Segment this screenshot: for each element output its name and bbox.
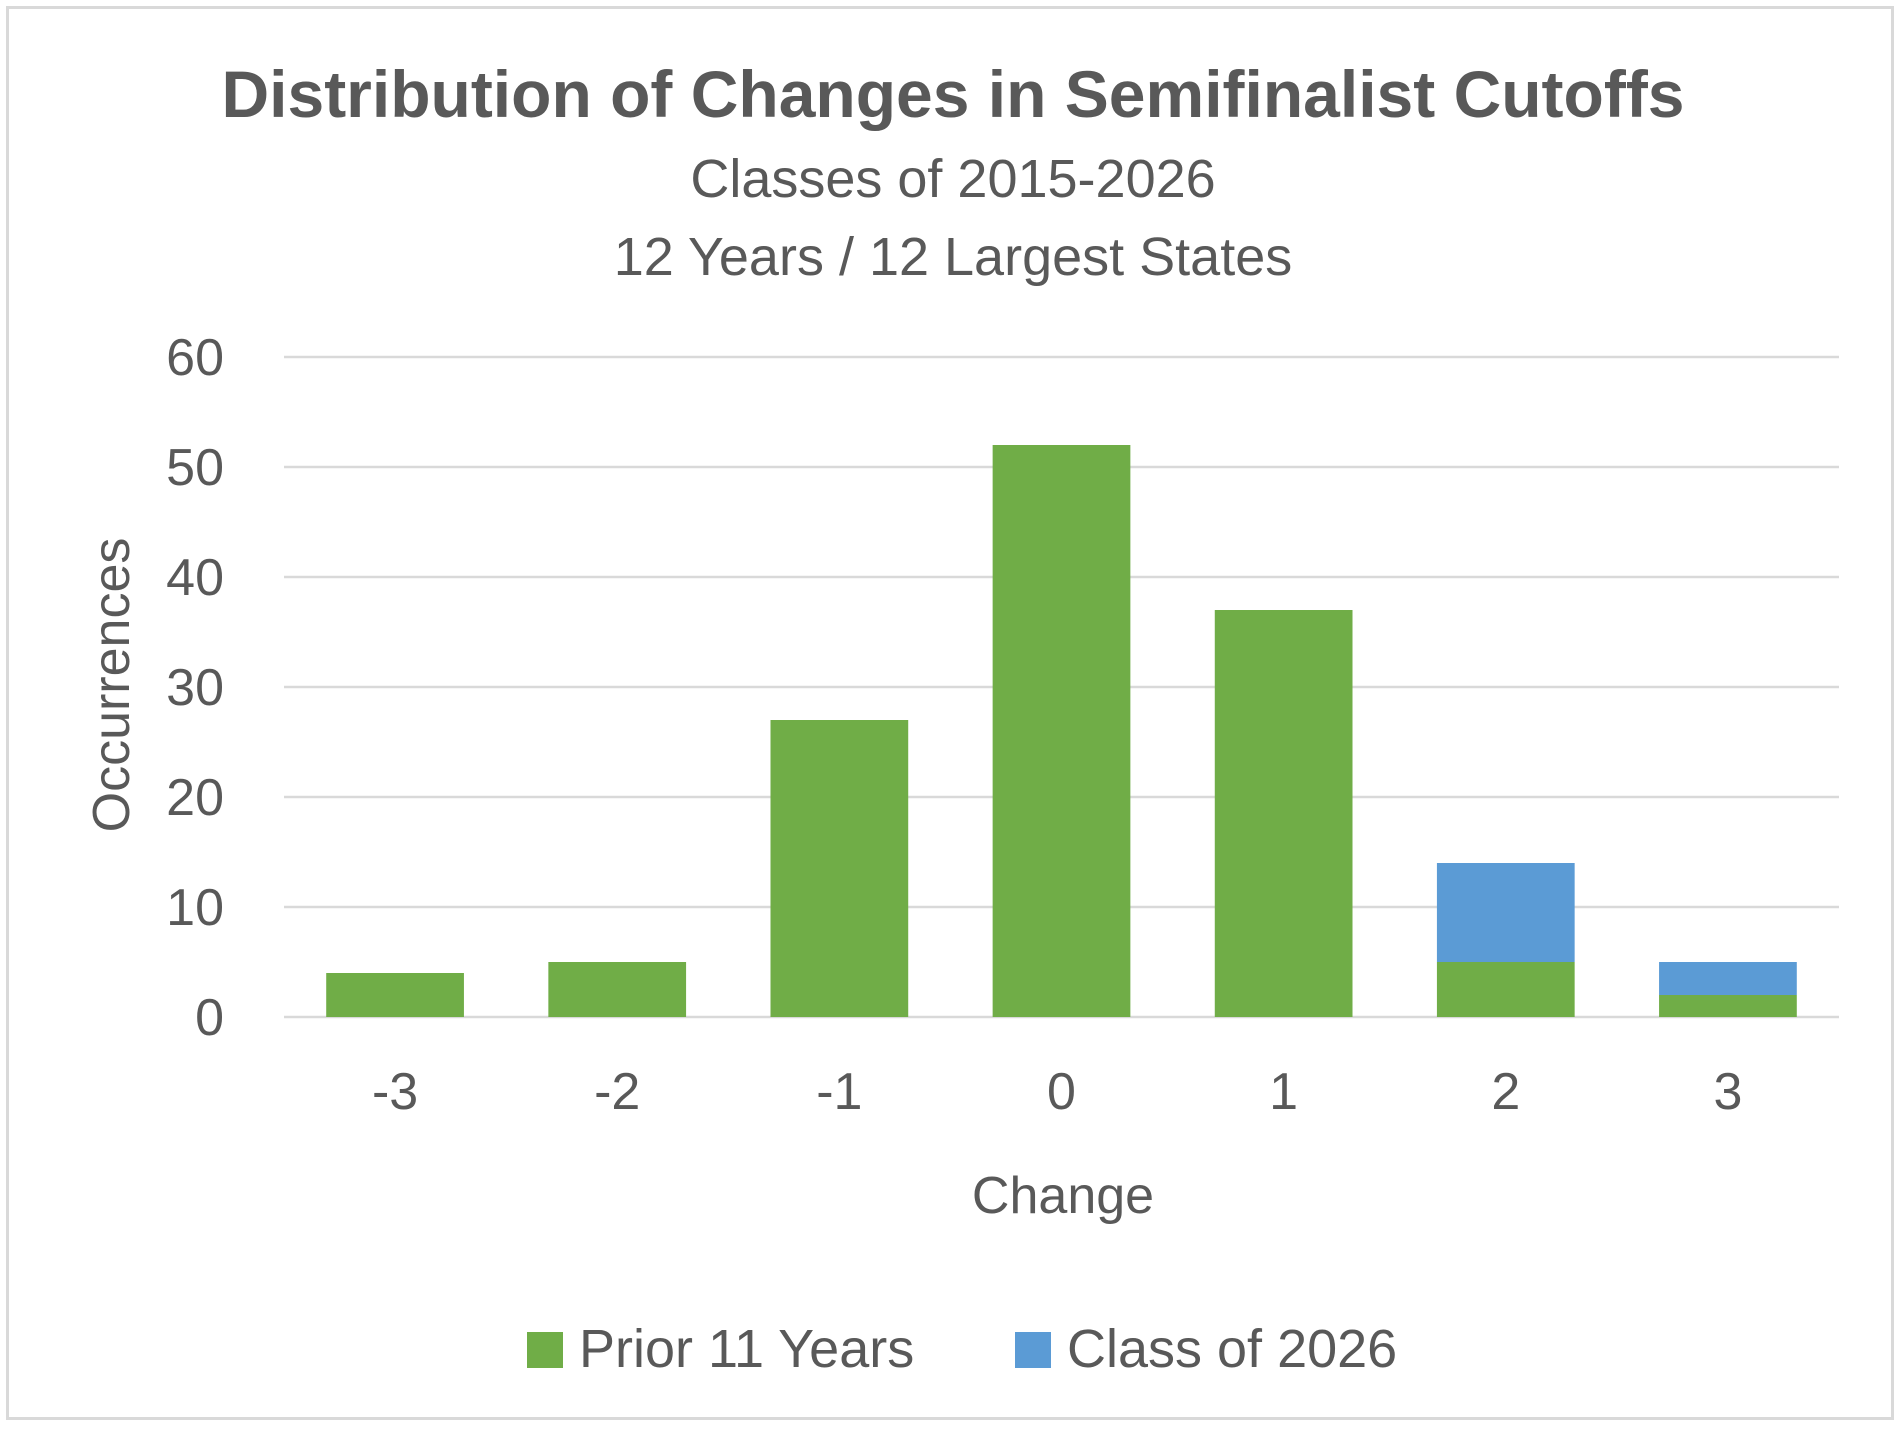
x-tick-label-2: 2	[1491, 1063, 1520, 1121]
chart-frame: Distribution of Changes in Semifinalist …	[6, 6, 1894, 1420]
bar-prior-11-years-3	[1659, 995, 1797, 1017]
y-tick-label-0: 0	[195, 989, 224, 1047]
legend-item-class-of-2026-swatch	[1015, 1332, 1051, 1368]
chart-title: Distribution of Changes in Semifinalist …	[221, 57, 1684, 131]
x-tick-label-3: 3	[1713, 1063, 1742, 1121]
x-tick-label-0: 0	[1047, 1063, 1076, 1121]
x-axis-title: Change	[972, 1167, 1154, 1225]
x-tick-label--1: -1	[816, 1063, 862, 1121]
x-tick-labels: -3 -2 -1 0 1 2 3	[372, 1063, 1742, 1121]
bar-prior-11-years--1	[770, 720, 909, 1017]
bar-prior-11-years--3	[326, 973, 464, 1017]
bar-prior-11-years-0	[992, 445, 1131, 1017]
bar-class-of-2026-3	[1659, 962, 1797, 995]
chart-svg: Distribution of Changes in Semifinalist …	[83, 57, 1839, 1379]
bar-prior-11-years--2	[548, 962, 687, 1017]
y-tick-label-30: 30	[166, 659, 224, 717]
chart-subtitle-line-1: Classes of 2015-2026	[690, 149, 1215, 209]
y-axis-title: Occurrences	[83, 538, 141, 833]
y-tick-label-40: 40	[166, 549, 224, 607]
x-tick-label--2: -2	[594, 1063, 640, 1121]
y-tick-label-20: 20	[166, 769, 224, 827]
bar-class-of-2026-2	[1436, 863, 1575, 962]
bars	[326, 445, 1797, 1017]
y-tick-labels: 0 10 20 30 40 50 60	[166, 329, 224, 1047]
legend-item-prior-11-years-label: Prior 11 Years	[579, 1319, 914, 1379]
legend: Prior 11 Years Class of 2026	[527, 1319, 1397, 1379]
y-tick-label-60: 60	[166, 329, 224, 387]
legend-item-prior-11-years-swatch	[527, 1332, 563, 1368]
x-tick-label--3: -3	[372, 1063, 418, 1121]
x-tick-label-1: 1	[1269, 1063, 1298, 1121]
y-tick-label-50: 50	[166, 439, 224, 497]
chart-subtitle-line-2: 12 Years / 12 Largest States	[614, 227, 1292, 287]
legend-item-class-of-2026-label: Class of 2026	[1067, 1319, 1397, 1379]
bar-prior-11-years-1	[1214, 610, 1353, 1017]
bar-prior-11-years-2	[1436, 962, 1575, 1017]
y-tick-label-10: 10	[166, 879, 224, 937]
